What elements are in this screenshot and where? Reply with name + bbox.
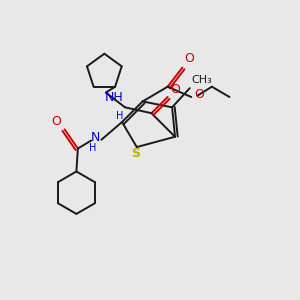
Text: NH: NH [105,92,124,104]
Text: H: H [89,143,97,153]
Text: O: O [194,88,204,101]
Text: S: S [131,147,140,160]
Text: O: O [51,115,61,128]
Text: H: H [116,111,123,121]
Text: N: N [90,131,100,144]
Text: CH₃: CH₃ [191,75,212,85]
Text: O: O [170,82,180,95]
Text: O: O [184,52,194,65]
